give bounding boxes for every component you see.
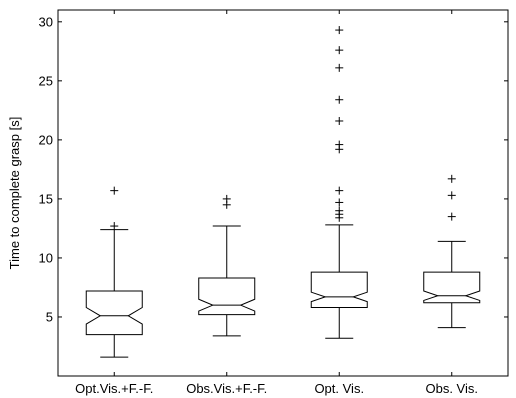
- outlier-marker: [335, 198, 344, 207]
- y-tick-label: 15: [39, 191, 53, 206]
- box-group: [310, 26, 368, 339]
- outlier-marker: [447, 174, 456, 183]
- notched-box: [85, 290, 143, 336]
- outlier-marker: [222, 194, 231, 203]
- x-tick-label: Opt.Vis.+F.-F.: [75, 381, 153, 396]
- notched-box: [310, 271, 368, 309]
- outlier-marker: [335, 46, 344, 55]
- outlier-marker: [110, 186, 119, 195]
- outlier-marker: [335, 140, 344, 149]
- outlier-marker: [335, 63, 344, 72]
- x-tick-label: Obs. Vis.: [425, 381, 478, 396]
- y-tick-label: 30: [39, 14, 53, 29]
- y-tick-label: 25: [39, 73, 53, 88]
- y-tick-label: 5: [46, 309, 53, 324]
- outlier-marker: [335, 186, 344, 195]
- outlier-marker: [335, 116, 344, 125]
- outlier-marker: [335, 26, 344, 35]
- x-axis-ticks: Opt.Vis.+F.-F. Obs.Vis.+F.-F. Opt. Vis. Obs…: [75, 10, 478, 396]
- box-group: [85, 186, 143, 358]
- notched-box: [423, 271, 481, 304]
- box-series: [85, 26, 481, 358]
- outlier-marker: [447, 212, 456, 221]
- y-tick-label: 10: [39, 250, 53, 265]
- outlier-marker: [110, 222, 119, 231]
- outlier-marker: [335, 206, 344, 215]
- outlier-marker: [447, 191, 456, 200]
- plot-area-frame: [57, 9, 509, 377]
- y-axis-label: Time to complete grasp [s]: [7, 117, 22, 270]
- y-tick-label: 20: [39, 132, 53, 147]
- x-tick-label: Opt. Vis.: [314, 381, 364, 396]
- x-tick-label: Obs.Vis.+F.-F.: [186, 381, 267, 396]
- box-group: [198, 194, 256, 337]
- y-axis-ticks: 5 10 15 20 25 30: [39, 14, 508, 324]
- notched-box: [198, 277, 256, 316]
- outlier-marker: [335, 95, 344, 104]
- box-group: [423, 174, 481, 329]
